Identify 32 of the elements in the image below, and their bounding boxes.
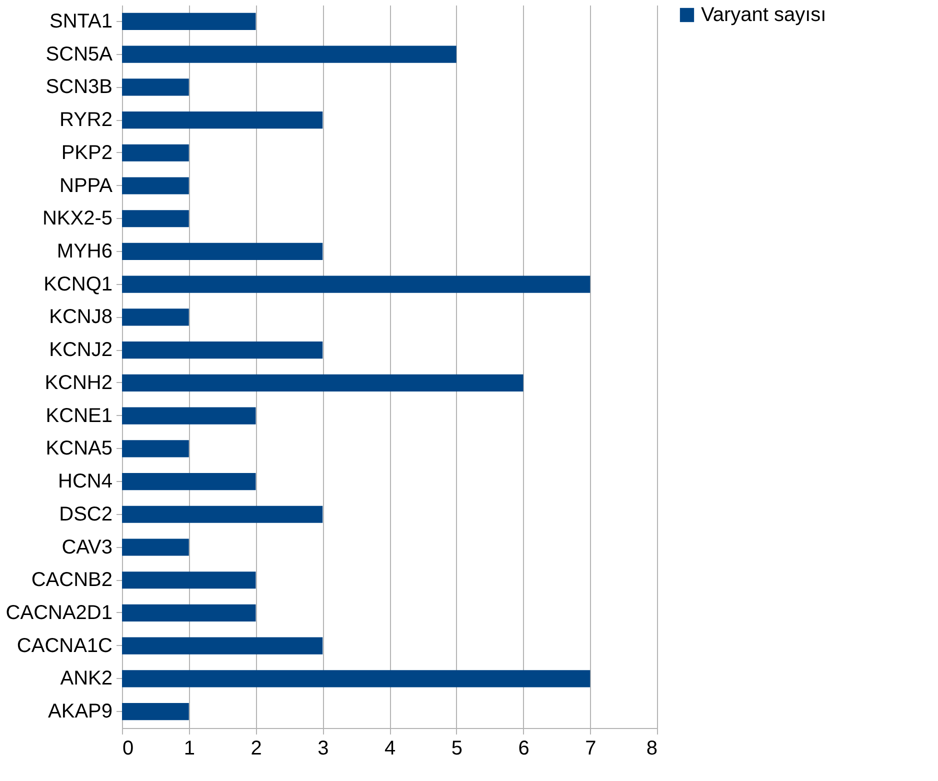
y-tick-label: KCNA5: [46, 438, 112, 460]
x-tick-label: 6: [518, 738, 530, 760]
y-tick-label: PKP2: [61, 142, 112, 164]
x-tick-label: 0: [122, 738, 134, 760]
y-tick-label: KCNQ1: [44, 273, 112, 296]
x-tick-label: 5: [451, 738, 462, 760]
y-tick-label: CACNA2D1: [6, 602, 112, 624]
y-tick-label: KCNH2: [44, 372, 112, 394]
y-tick-label: KCNJ8: [49, 306, 112, 328]
y-tick-label: HCN4: [58, 470, 112, 493]
x-tick-label: 1: [184, 738, 195, 760]
x-tick-label: 8: [646, 738, 658, 760]
y-tick-label: CAV3: [62, 536, 112, 558]
y-tick-label: SCN3B: [46, 76, 112, 98]
legend-label: Varyant sayısı: [701, 4, 826, 26]
y-tick-label: CACNA1C: [16, 634, 112, 657]
y-tick-label: NPPA: [60, 174, 114, 197]
x-tick-label: 7: [585, 738, 596, 760]
y-tick-label: RYR2: [60, 109, 112, 132]
y-tick-label: ANK2: [60, 668, 112, 690]
y-tick-label: SNTA1: [50, 10, 112, 32]
y-tick-label: SCN5A: [46, 43, 114, 66]
y-tick-label: NKX2-5: [42, 208, 112, 230]
y-tick-label: AKAP9: [48, 700, 112, 723]
y-tick-label: KCNE1: [46, 404, 112, 427]
y-tick-label: CACNB2: [31, 569, 112, 592]
x-tick-label: 2: [250, 738, 262, 760]
x-tick-label: 4: [384, 738, 396, 760]
y-tick-label: KCNJ2: [49, 339, 112, 362]
y-tick-label: DSC2: [59, 503, 112, 526]
y-tick-label: MYH6: [56, 240, 112, 262]
x-tick-label: 3: [318, 738, 329, 760]
